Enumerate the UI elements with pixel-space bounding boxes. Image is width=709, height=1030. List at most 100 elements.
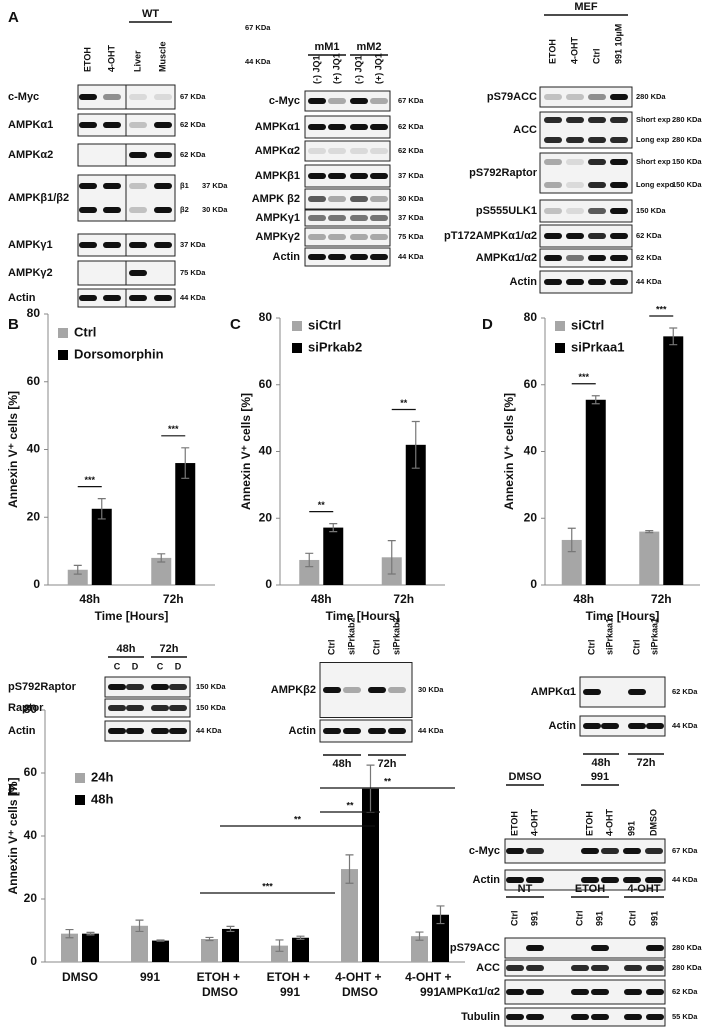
legend-label: 48h [91, 791, 113, 806]
blot-strip [539, 224, 633, 248]
blot-strip [539, 86, 633, 108]
band [610, 233, 628, 239]
bar [222, 928, 239, 962]
band [624, 965, 642, 971]
band [328, 148, 346, 154]
lane-label: ETOH [584, 811, 594, 836]
row-label: AMPKβ2 [271, 684, 316, 696]
group-label: DMSO [509, 771, 542, 783]
row-label: Actin [289, 725, 317, 737]
marker-label: 62 KDa [180, 150, 206, 159]
row-label: AMPKα2 [8, 149, 53, 161]
band [350, 98, 368, 104]
band [350, 124, 368, 130]
band [566, 117, 584, 123]
row-label: Actin [473, 874, 501, 886]
blot-strip [539, 248, 633, 268]
band [308, 173, 326, 179]
band [129, 152, 147, 158]
error-bar [345, 854, 354, 884]
bar [341, 869, 358, 962]
error-bar [73, 564, 82, 575]
y-tick-label: 80 [259, 310, 273, 324]
marker-label: 55 KDa [672, 1012, 698, 1021]
band [526, 965, 544, 971]
marker-label: 150 KDa [672, 180, 702, 189]
legend-swatch [58, 328, 68, 338]
error-bar [567, 527, 576, 553]
marker-label: 44 KDa [196, 726, 222, 735]
lane-label: D [132, 661, 139, 671]
band [79, 122, 97, 128]
blot-strip [539, 270, 633, 294]
marker-label: 62 KDa [672, 687, 698, 696]
band [544, 233, 562, 239]
note-label: β1 [180, 181, 189, 190]
y-axis-title: Annexin V⁺ cells [%] [502, 393, 516, 510]
lane-label: 4-OHT [106, 44, 116, 72]
legend-swatch [75, 795, 85, 805]
significance-label: ** [346, 800, 354, 810]
marker-label: 30 KDa [398, 194, 424, 203]
bar [82, 933, 99, 962]
bar [61, 933, 78, 962]
band [169, 728, 187, 734]
lane-label: siPrkaa1 [604, 618, 614, 655]
x-tick-label: DMSO [62, 970, 98, 984]
band [323, 728, 341, 734]
row-label: Actin [8, 292, 36, 304]
x-tick-label: 48h [573, 592, 594, 606]
band [588, 255, 606, 261]
blot-strip [304, 115, 391, 139]
legend-swatch [555, 321, 565, 331]
marker-label: 44 KDa [672, 875, 698, 884]
y-tick-label: 60 [259, 377, 273, 391]
legend-swatch [75, 773, 85, 783]
band [370, 173, 388, 179]
band [566, 208, 584, 214]
band [624, 1014, 642, 1020]
band [323, 687, 341, 693]
error-bar [181, 447, 190, 479]
lane-label: siPrkab2 [391, 617, 401, 655]
marker-label: 44 KDa [180, 293, 206, 302]
bar [91, 508, 112, 585]
group-label: 72h [378, 758, 397, 770]
band [108, 684, 126, 690]
legend-swatch [555, 343, 565, 353]
band [566, 255, 584, 261]
bar [585, 399, 606, 585]
band [566, 279, 584, 285]
x-axis-title: Time [Hours] [326, 609, 400, 623]
y-tick-label: 20 [24, 891, 38, 905]
bar [362, 788, 379, 962]
band [151, 728, 169, 734]
y-tick-label: 80 [24, 702, 38, 716]
band [566, 233, 584, 239]
marker-label: 37 KDa [398, 171, 424, 180]
x-axis-title: Time [Hours] [95, 609, 169, 623]
blot-strip [104, 676, 191, 698]
band [610, 208, 628, 214]
group-label: 48h [117, 643, 136, 655]
band [610, 182, 628, 188]
band [103, 242, 121, 248]
error-bar [305, 552, 314, 568]
note-label: Short exp [636, 157, 671, 166]
band [308, 196, 326, 202]
x-tick-label: 72h [651, 592, 672, 606]
panel-letter: A [8, 9, 19, 26]
band [601, 877, 619, 883]
band [151, 684, 169, 690]
error-bar [415, 931, 424, 941]
blot-strip [304, 164, 391, 188]
group-label: ETOH [575, 883, 605, 895]
lane-label: siPrkaa1 [649, 618, 659, 655]
band [350, 254, 368, 260]
band [544, 255, 562, 261]
blot-strip [539, 199, 633, 223]
band [108, 705, 126, 711]
y-tick-label: 20 [524, 510, 538, 524]
x-tick-label: 48h [311, 592, 332, 606]
